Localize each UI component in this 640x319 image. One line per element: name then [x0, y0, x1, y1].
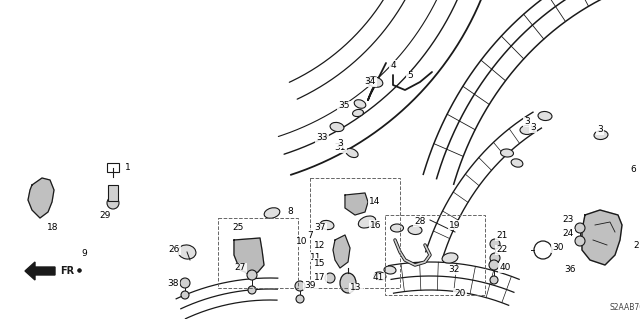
Circle shape	[575, 223, 585, 233]
Text: 37: 37	[314, 224, 326, 233]
Text: S2AAB7000: S2AAB7000	[610, 303, 640, 313]
Circle shape	[490, 253, 500, 263]
Text: 1: 1	[125, 164, 131, 173]
Ellipse shape	[353, 109, 364, 116]
Ellipse shape	[594, 130, 608, 139]
Text: 39: 39	[304, 280, 316, 290]
Text: 12: 12	[314, 241, 326, 249]
Text: 36: 36	[564, 265, 576, 275]
Bar	[310, 178, 400, 288]
Ellipse shape	[346, 148, 358, 158]
Ellipse shape	[500, 149, 513, 157]
Text: 21: 21	[496, 232, 508, 241]
Circle shape	[490, 276, 498, 284]
Text: 23: 23	[563, 216, 573, 225]
Ellipse shape	[408, 226, 422, 234]
Text: 6: 6	[630, 166, 636, 174]
Circle shape	[575, 236, 585, 246]
Text: 7: 7	[307, 231, 313, 240]
Text: 26: 26	[168, 246, 180, 255]
Bar	[108, 185, 118, 201]
Text: 2: 2	[633, 241, 639, 249]
Polygon shape	[234, 238, 264, 275]
Ellipse shape	[520, 125, 534, 135]
Text: 31: 31	[334, 144, 346, 152]
Ellipse shape	[367, 77, 383, 87]
Text: 18: 18	[47, 224, 59, 233]
Ellipse shape	[178, 245, 196, 259]
Bar	[107, 163, 119, 172]
Text: 20: 20	[454, 288, 466, 298]
Text: 8: 8	[287, 207, 293, 217]
Circle shape	[490, 239, 500, 249]
Text: 13: 13	[350, 284, 362, 293]
Text: 15: 15	[314, 258, 326, 268]
Text: 28: 28	[414, 218, 426, 226]
Text: 3: 3	[524, 117, 530, 127]
Circle shape	[247, 270, 257, 280]
Circle shape	[248, 286, 256, 294]
Text: 9: 9	[81, 249, 87, 257]
Ellipse shape	[390, 224, 403, 232]
Polygon shape	[345, 193, 368, 215]
Polygon shape	[582, 210, 622, 265]
Bar	[218, 218, 298, 288]
Text: FR: FR	[60, 266, 74, 276]
Text: 35: 35	[339, 101, 349, 110]
Text: 33: 33	[316, 133, 328, 143]
Ellipse shape	[354, 100, 366, 108]
Polygon shape	[25, 262, 55, 280]
Text: 41: 41	[372, 273, 384, 283]
Ellipse shape	[264, 208, 280, 218]
Text: 22: 22	[497, 246, 508, 255]
Text: 40: 40	[499, 263, 511, 272]
Circle shape	[295, 281, 305, 291]
Ellipse shape	[358, 216, 376, 228]
Text: 38: 38	[167, 278, 179, 287]
Circle shape	[181, 291, 189, 299]
Ellipse shape	[340, 273, 356, 293]
Ellipse shape	[374, 272, 386, 280]
Text: 4: 4	[390, 61, 396, 70]
Circle shape	[296, 295, 304, 303]
Text: 24: 24	[563, 229, 573, 239]
Text: 11: 11	[310, 253, 322, 262]
Text: 29: 29	[99, 211, 111, 219]
Bar	[385, 215, 485, 295]
Ellipse shape	[320, 220, 334, 230]
Polygon shape	[28, 178, 54, 218]
Ellipse shape	[511, 159, 523, 167]
Ellipse shape	[442, 253, 458, 263]
Circle shape	[325, 273, 335, 283]
Circle shape	[180, 278, 190, 288]
Text: 3: 3	[530, 123, 536, 132]
Text: 34: 34	[364, 78, 376, 86]
Text: 32: 32	[448, 265, 460, 275]
Ellipse shape	[538, 111, 552, 121]
Ellipse shape	[330, 122, 344, 132]
Text: 14: 14	[369, 197, 381, 206]
Text: 25: 25	[232, 224, 244, 233]
Ellipse shape	[384, 266, 396, 274]
Text: 27: 27	[234, 263, 246, 272]
Text: 17: 17	[314, 273, 326, 283]
Text: 16: 16	[371, 220, 381, 229]
Text: 3: 3	[597, 125, 603, 135]
Text: 3: 3	[337, 138, 343, 147]
Circle shape	[107, 197, 119, 209]
Polygon shape	[333, 235, 350, 268]
Text: 5: 5	[407, 71, 413, 80]
Circle shape	[489, 260, 499, 270]
Text: 30: 30	[552, 243, 564, 253]
Text: 10: 10	[296, 238, 308, 247]
Text: 19: 19	[449, 220, 461, 229]
